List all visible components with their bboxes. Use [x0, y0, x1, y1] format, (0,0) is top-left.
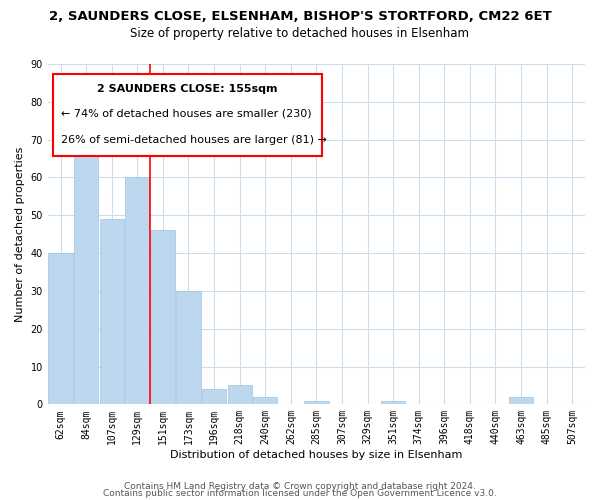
- Bar: [227, 386, 252, 404]
- Bar: [304, 400, 329, 404]
- Bar: [381, 400, 405, 404]
- Bar: [125, 178, 149, 404]
- Bar: [49, 253, 73, 404]
- Bar: [100, 219, 124, 404]
- Bar: [151, 230, 175, 404]
- Bar: [176, 291, 200, 405]
- Bar: [74, 128, 98, 404]
- Y-axis label: Number of detached properties: Number of detached properties: [15, 146, 25, 322]
- X-axis label: Distribution of detached houses by size in Elsenham: Distribution of detached houses by size …: [170, 450, 463, 460]
- Text: Contains public sector information licensed under the Open Government Licence v3: Contains public sector information licen…: [103, 490, 497, 498]
- Text: Contains HM Land Registry data © Crown copyright and database right 2024.: Contains HM Land Registry data © Crown c…: [124, 482, 476, 491]
- Text: Size of property relative to detached houses in Elsenham: Size of property relative to detached ho…: [131, 28, 470, 40]
- Bar: [202, 389, 226, 404]
- Text: 26% of semi-detached houses are larger (81) →: 26% of semi-detached houses are larger (…: [61, 136, 327, 145]
- Text: 2, SAUNDERS CLOSE, ELSENHAM, BISHOP'S STORTFORD, CM22 6ET: 2, SAUNDERS CLOSE, ELSENHAM, BISHOP'S ST…: [49, 10, 551, 23]
- Text: ← 74% of detached houses are smaller (230): ← 74% of detached houses are smaller (23…: [61, 108, 312, 118]
- FancyBboxPatch shape: [53, 74, 322, 156]
- Bar: [253, 397, 277, 404]
- Text: 2 SAUNDERS CLOSE: 155sqm: 2 SAUNDERS CLOSE: 155sqm: [97, 84, 278, 94]
- Bar: [509, 397, 533, 404]
